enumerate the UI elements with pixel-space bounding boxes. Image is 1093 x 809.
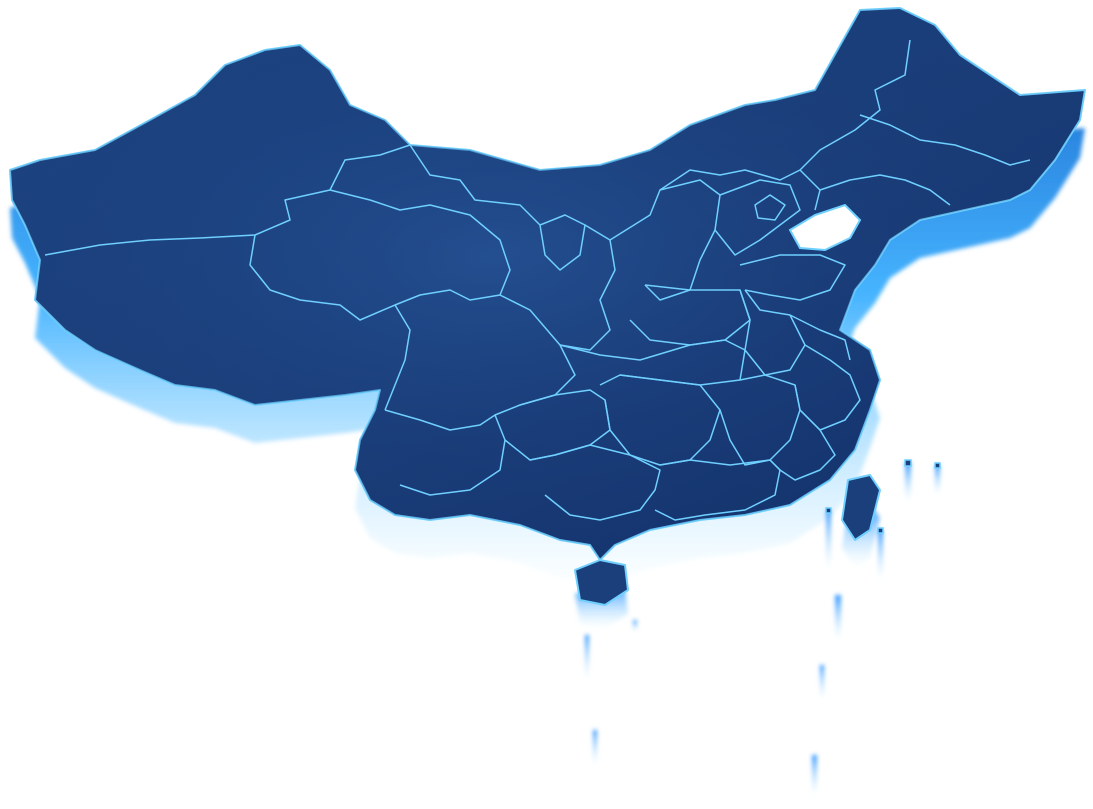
south-sea-islands <box>825 459 941 534</box>
border-tibet-qinghai <box>394 289 501 306</box>
border-ningxia <box>539 214 586 271</box>
border-xinjiang-tibet <box>249 234 396 321</box>
island-2 <box>934 462 941 469</box>
extrusion-island-2 <box>935 465 940 495</box>
hainan-surface <box>574 559 629 606</box>
extrusion-island-4 <box>878 530 883 580</box>
border-yunnan <box>384 409 506 496</box>
border-qinghai-gansu <box>329 189 511 296</box>
border-xinjiang <box>44 144 411 256</box>
extrusion-island-6 <box>585 635 589 680</box>
provincial-borders <box>44 39 1031 521</box>
border-jiangxi <box>719 374 801 466</box>
mainland-shading <box>10 8 1085 560</box>
border-heilongjiang-jilin <box>859 114 1031 166</box>
island-4 <box>877 527 884 534</box>
extrusion-island-1 <box>905 462 911 502</box>
border-tibet-sichuan <box>384 304 411 411</box>
bohai-sea <box>788 203 862 252</box>
extrusion-island-8 <box>820 665 824 700</box>
border-gansu-inner-mongolia <box>409 144 541 226</box>
map-surface <box>9 7 1086 606</box>
border-jiangsu-anhui <box>744 289 851 361</box>
extrusion-island-3 <box>826 510 831 570</box>
border-guangdong <box>654 459 781 521</box>
border-hunan <box>604 374 721 466</box>
border-shandong <box>739 254 846 301</box>
extrusion-island-5 <box>835 595 841 640</box>
taiwan-surface <box>841 474 881 541</box>
border-henan <box>629 284 751 346</box>
border-guangxi <box>529 444 661 521</box>
extrusion-island-7 <box>633 620 637 632</box>
border-beijing <box>754 194 786 221</box>
island-1 <box>904 459 912 467</box>
border-shanxi <box>609 179 721 301</box>
border-jilin-liaoning <box>819 174 951 206</box>
extrusion-island-9 <box>593 730 597 765</box>
border-liaoning-inner <box>799 169 821 211</box>
border-hebei-beijing <box>714 179 801 256</box>
island-3 <box>825 507 832 514</box>
extrusion-island-10 <box>812 755 817 795</box>
border-inner-mongolia-north <box>659 39 911 191</box>
